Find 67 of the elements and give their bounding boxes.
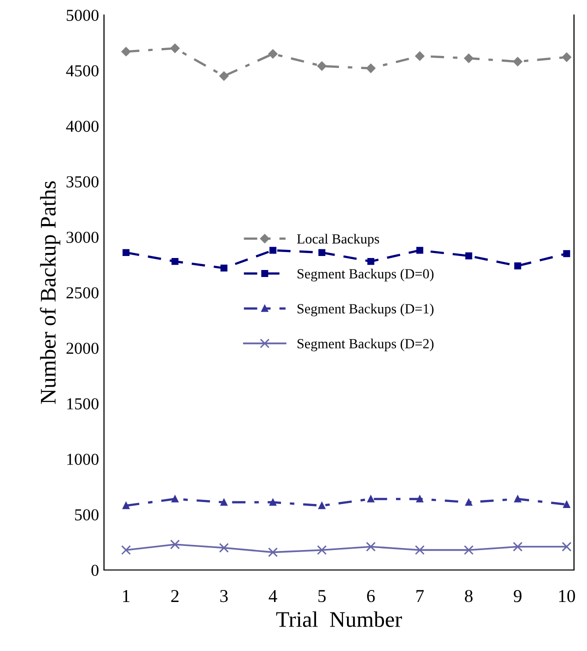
point <box>122 249 130 256</box>
point <box>172 495 178 502</box>
y-tick-label: 0 <box>91 564 99 576</box>
y-tick-label: 2000 <box>66 342 99 354</box>
x-tick-label: 2 <box>171 590 179 602</box>
point <box>514 262 522 270</box>
y-tick-label: 1000 <box>67 454 99 465</box>
point <box>219 542 229 553</box>
point <box>170 540 180 550</box>
x-tick-label: 1 <box>123 590 130 602</box>
point <box>170 44 180 53</box>
point <box>317 61 326 71</box>
y-axis-title: Number of Backup Paths <box>40 181 60 404</box>
x-tick-label: 7 <box>416 590 424 602</box>
point <box>269 246 276 254</box>
point <box>269 498 276 506</box>
point <box>512 542 523 552</box>
point <box>465 498 472 506</box>
point <box>220 498 228 506</box>
y-tick-label: 3500 <box>66 176 99 188</box>
x-tick-label: 8 <box>464 590 473 602</box>
y-tick-label: 4500 <box>66 65 99 76</box>
point <box>121 545 131 555</box>
point <box>563 250 570 258</box>
point <box>121 47 131 56</box>
legend-label: Segment Backups (D=1) <box>298 304 434 316</box>
point <box>172 258 178 265</box>
x-tick-label: 3 <box>220 590 228 602</box>
point <box>122 502 130 510</box>
point <box>367 258 374 265</box>
point <box>268 547 278 558</box>
point <box>465 252 472 260</box>
point <box>414 545 425 555</box>
point <box>317 545 327 555</box>
point <box>464 545 474 555</box>
point <box>366 542 376 552</box>
y-tick-label: 4000 <box>66 120 99 132</box>
point <box>367 495 374 502</box>
x-axis-title: Trial Number <box>276 611 402 628</box>
point <box>513 56 522 66</box>
point <box>563 501 570 508</box>
point <box>514 495 522 502</box>
point <box>416 495 424 502</box>
point <box>219 71 229 81</box>
x-tick-label: 10 <box>559 590 575 602</box>
point <box>268 49 278 58</box>
legend-label: Segment Backups (D=0) <box>298 268 434 282</box>
point <box>464 54 474 63</box>
y-tick-label: 5000 <box>66 10 99 21</box>
point <box>562 52 572 62</box>
x-tick-label: 4 <box>268 590 278 602</box>
point <box>415 51 424 61</box>
legend-label: Segment Backups (D=2) <box>298 338 434 352</box>
x-tick-label: 6 <box>367 590 375 602</box>
point <box>318 502 326 510</box>
point <box>562 542 572 552</box>
y-tick-label: 3000 <box>66 232 99 243</box>
y-tick-label: 500 <box>75 509 99 520</box>
y-tick-label: 2500 <box>66 287 99 298</box>
x-tick-label: 5 <box>318 590 326 602</box>
point <box>416 246 424 254</box>
legend-label: Local Backups <box>297 234 380 246</box>
y-tick-label: 1500 <box>67 398 99 410</box>
point <box>220 264 228 272</box>
x-tick-label: 9 <box>514 590 522 602</box>
point <box>366 64 376 73</box>
point <box>318 249 326 256</box>
